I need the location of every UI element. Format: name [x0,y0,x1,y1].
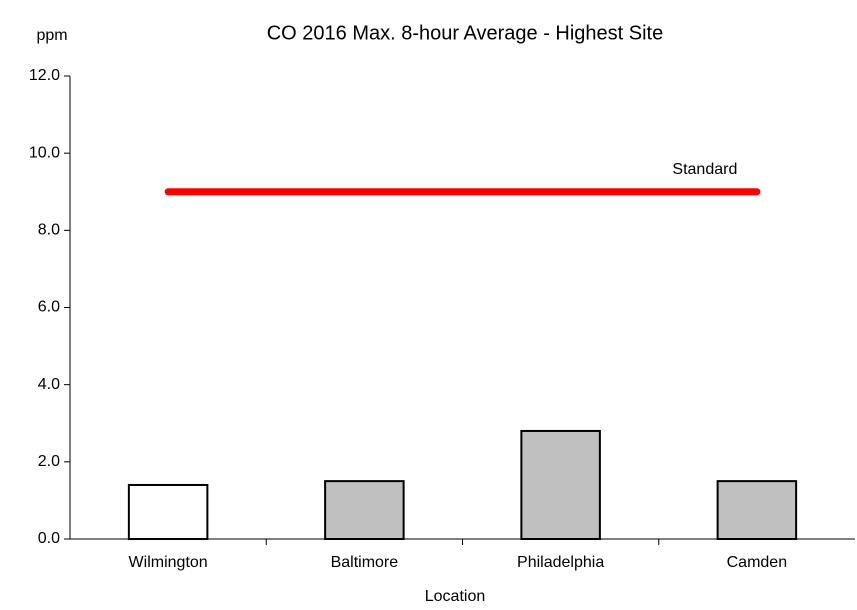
x-axis-label: Location [425,588,486,605]
bar [716,480,798,540]
x-tick-label: Wilmington [129,554,208,571]
chart-title: CO 2016 Max. 8-hour Average - Highest Si… [267,22,664,44]
y-tick-label: 0.0 [38,530,60,547]
x-tick-label: Baltimore [331,554,399,571]
y-tick-label: 6.0 [38,299,60,316]
y-tick-label: 12.0 [29,67,60,84]
standard-label: Standard [672,161,737,178]
bar [127,483,209,541]
bar [520,429,601,541]
x-tick-label: Camden [727,554,787,571]
y-tick-label: 8.0 [38,222,60,239]
y-tick-label: 2.0 [38,453,60,470]
y-tick-label: 10.0 [29,144,60,161]
y-axis-label: ppm [36,27,67,44]
bar [324,480,405,540]
y-tick-label: 4.0 [38,376,60,393]
x-tick-label: Philadelphia [517,554,604,571]
